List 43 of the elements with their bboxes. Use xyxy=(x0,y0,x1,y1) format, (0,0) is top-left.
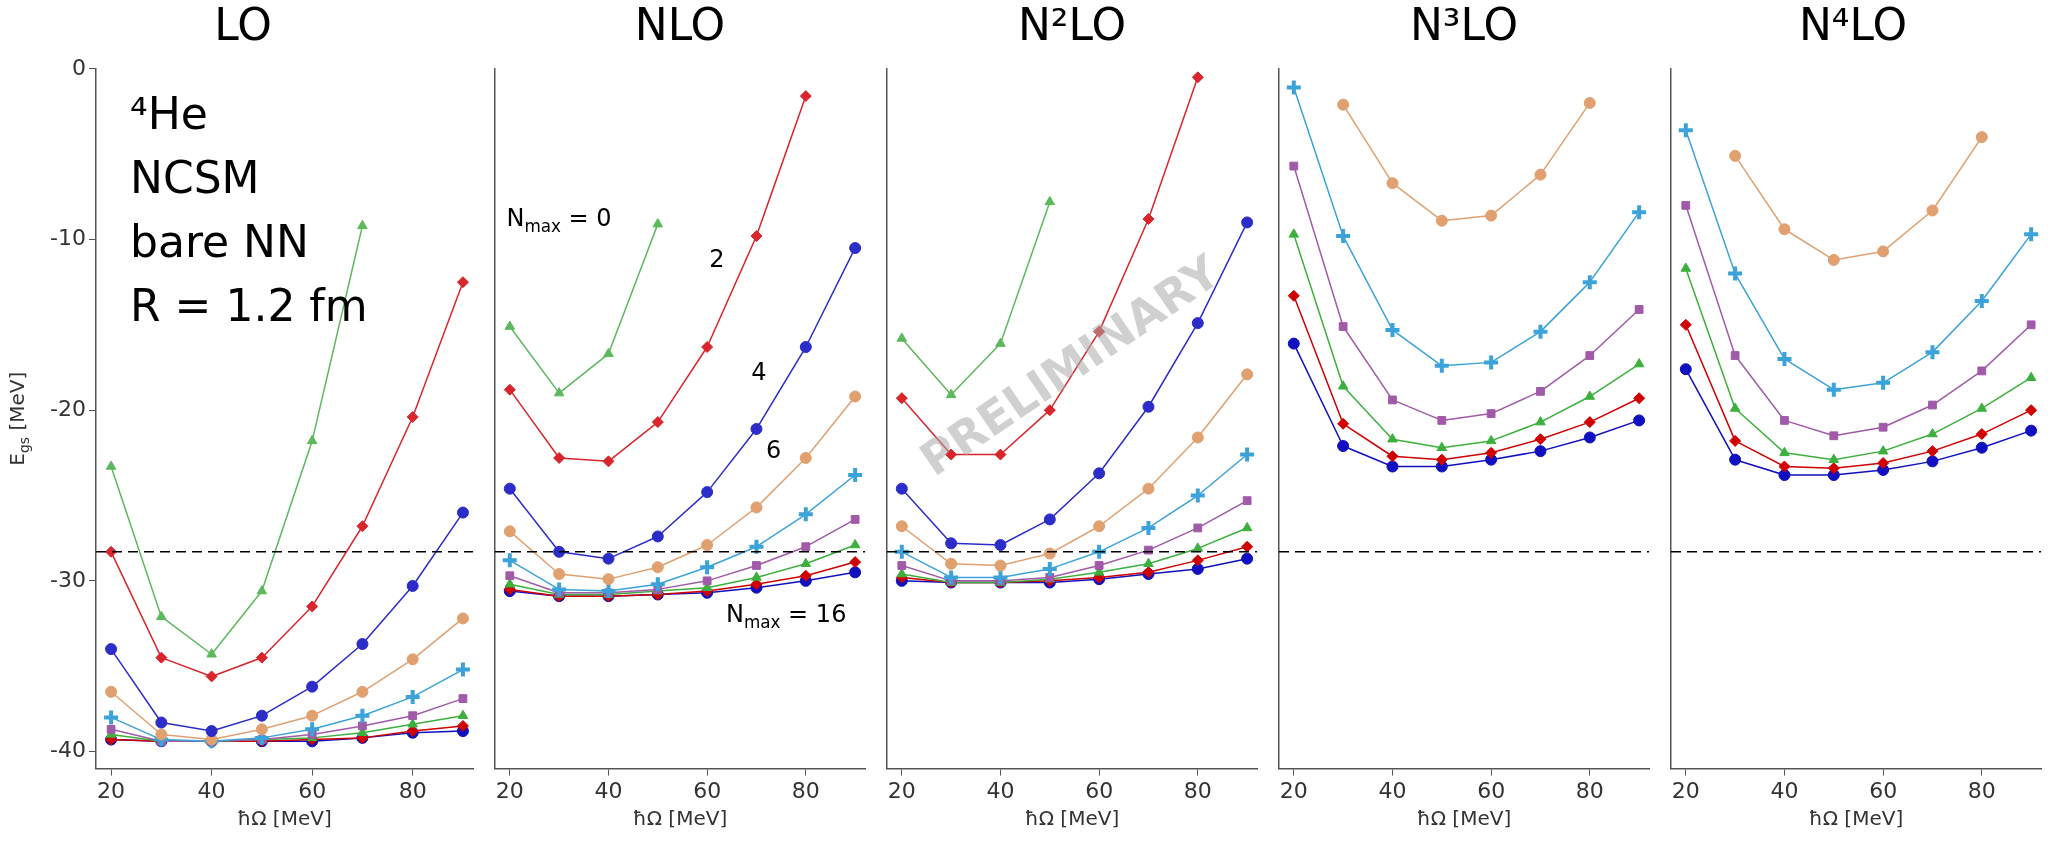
x-tick-label: 80 xyxy=(1575,777,1604,803)
x-tick-label: 60 xyxy=(693,777,722,803)
annotation: 2 xyxy=(709,244,725,273)
x-tick-label: 60 xyxy=(298,777,327,803)
x-tick-label: 20 xyxy=(97,777,126,803)
annotation: bare NN xyxy=(130,215,309,267)
y-tick-label: 0 xyxy=(72,54,86,80)
x-tick-label: 40 xyxy=(1378,777,1407,803)
x-tick-label: 80 xyxy=(791,777,820,803)
annotation: ⁴He xyxy=(130,87,208,139)
chart-title: NLO xyxy=(634,0,726,50)
annotation: 4 xyxy=(751,357,767,386)
x-tick-label: 40 xyxy=(594,777,623,803)
y-tick-label: -20 xyxy=(50,395,86,421)
x-tick-label: 60 xyxy=(1477,777,1506,803)
chart-title: N²LO xyxy=(1017,0,1127,50)
x-tick-label: 20 xyxy=(1279,777,1308,803)
x-tick-label: 60 xyxy=(1085,777,1114,803)
x-tick-label: 40 xyxy=(197,777,226,803)
x-axis-title: ħΩ [MeV] xyxy=(632,806,728,831)
annotation: NCSM xyxy=(130,151,260,203)
x-tick-label: 40 xyxy=(1770,777,1799,803)
x-tick-label: 20 xyxy=(495,777,524,803)
chart-title: N³LO xyxy=(1409,0,1519,50)
y-tick-label: -10 xyxy=(50,225,86,251)
x-axis-title: ħΩ [MeV] xyxy=(237,806,332,831)
y-axis-title: Egs [MeV] xyxy=(5,371,32,466)
x-axis-title: ħΩ [MeV] xyxy=(1024,806,1120,831)
y-tick-label: -40 xyxy=(50,737,86,763)
x-tick-label: 20 xyxy=(887,777,916,803)
x-tick-label: 40 xyxy=(986,777,1015,803)
x-axis-title: ħΩ [MeV] xyxy=(1808,806,1904,831)
chart-title: N⁴LO xyxy=(1798,0,1908,50)
x-tick-label: 20 xyxy=(1671,777,1700,803)
chart-title: LO xyxy=(214,0,272,50)
annotation: 6 xyxy=(765,435,782,464)
x-tick-label: 80 xyxy=(1183,777,1212,803)
annotation: R = 1.2 fm xyxy=(130,279,368,331)
x-tick-label: 80 xyxy=(398,777,427,803)
x-axis-title: ħΩ [MeV] xyxy=(1416,806,1512,831)
x-tick-label: 60 xyxy=(1869,777,1898,803)
x-tick-label: 80 xyxy=(1967,777,1996,803)
y-tick-label: -30 xyxy=(50,566,86,592)
